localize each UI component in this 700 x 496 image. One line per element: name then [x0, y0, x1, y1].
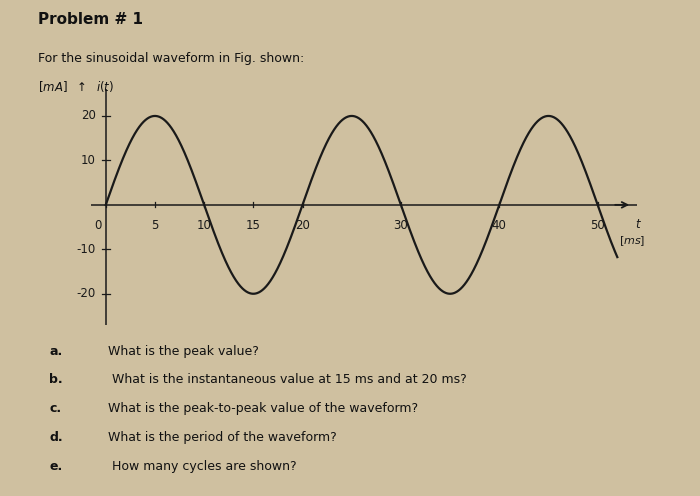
Text: -10: -10 [77, 243, 96, 256]
Text: e.: e. [49, 460, 62, 473]
Text: Problem # 1: Problem # 1 [38, 12, 144, 27]
Text: 50: 50 [590, 219, 605, 232]
Text: b.: b. [49, 373, 62, 386]
Text: 20: 20 [295, 219, 310, 232]
Text: 20: 20 [81, 110, 96, 123]
Text: 10: 10 [197, 219, 211, 232]
Text: 30: 30 [393, 219, 408, 232]
Text: $t$: $t$ [635, 218, 642, 231]
Text: c.: c. [49, 402, 61, 415]
Text: $[mA]$  $\uparrow$  $i(t)$: $[mA]$ $\uparrow$ $i(t)$ [38, 79, 115, 94]
Text: What is the instantaneous value at 15 ms and at 20 ms?: What is the instantaneous value at 15 ms… [108, 373, 468, 386]
Text: How many cycles are shown?: How many cycles are shown? [108, 460, 297, 473]
Text: 10: 10 [81, 154, 96, 167]
Text: For the sinusoidal waveform in Fig. shown:: For the sinusoidal waveform in Fig. show… [38, 52, 304, 65]
Text: $[ms]$: $[ms]$ [619, 234, 645, 248]
Text: d.: d. [49, 431, 62, 444]
Text: What is the period of the waveform?: What is the period of the waveform? [108, 431, 337, 444]
Text: a.: a. [49, 345, 62, 358]
Text: 15: 15 [246, 219, 261, 232]
Text: What is the peak value?: What is the peak value? [108, 345, 260, 358]
Text: -20: -20 [77, 287, 96, 300]
Text: 5: 5 [151, 219, 159, 232]
Text: 40: 40 [492, 219, 507, 232]
Text: 0: 0 [94, 219, 101, 232]
Text: What is the peak-to-peak value of the waveform?: What is the peak-to-peak value of the wa… [108, 402, 419, 415]
